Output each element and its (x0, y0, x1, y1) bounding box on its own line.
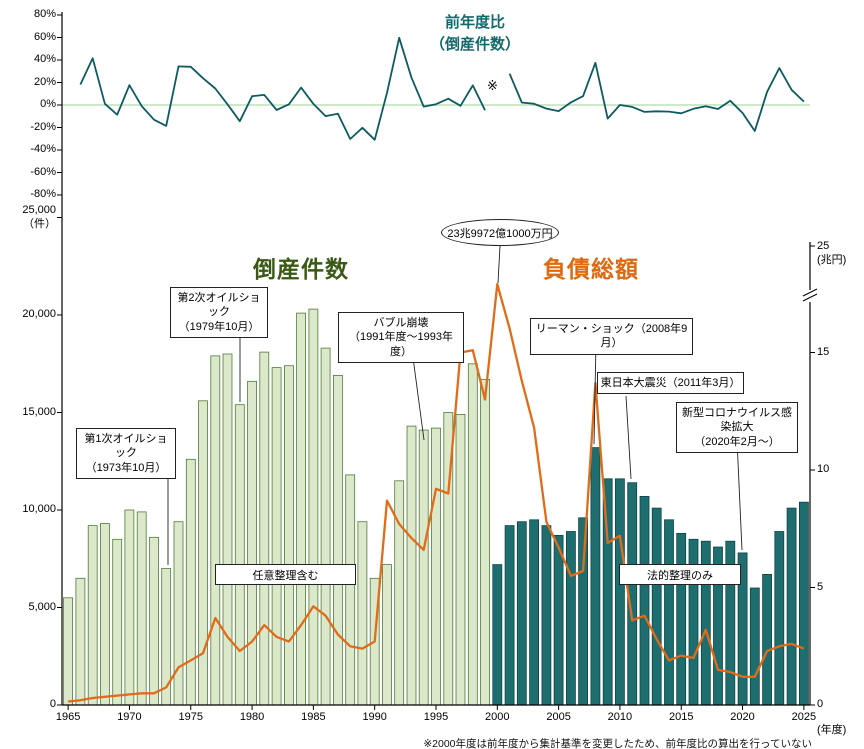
bankruptcy-count-bar-1993 (406, 425, 417, 706)
bankruptcy-count-bar-1968 (100, 523, 110, 706)
annotation-text: （1973年10月） (85, 461, 167, 474)
yoy-title-line2: （倒産件数） (429, 35, 520, 53)
bankruptcy-count-bar-1989 (357, 521, 368, 706)
segment-label-legal-only: 法的整理のみ (619, 564, 741, 585)
bankruptcy-count-bar-1979 (234, 404, 245, 706)
segment-label-voluntary-included: 任意整理含む (215, 564, 356, 585)
bankruptcy-count-bar-1984 (296, 312, 307, 706)
annotation-text: 新型コロナウイルス感染拡大 (682, 407, 792, 434)
bankruptcy-count-bar-2004 (541, 525, 552, 706)
bankruptcy-count-bar-2006 (566, 531, 576, 706)
bankruptcy-count-bar-1974 (173, 521, 184, 706)
bankruptcy-count-bar-1994 (418, 429, 429, 706)
annotation-leader-lehman (593, 341, 597, 445)
liabilities-line (67, 283, 805, 703)
bankruptcy-count-bar-1983 (283, 365, 294, 706)
annotation-text: 第1次オイルショック (84, 433, 168, 460)
yoy-line-segment (508, 61, 805, 132)
bankruptcy-count-bar-2014 (664, 519, 674, 706)
bankruptcy-count-bar-1997 (455, 413, 466, 706)
right-axis-unit-label: (兆円) (817, 253, 847, 266)
bankruptcy-count-bar-1971 (136, 511, 147, 706)
annotation-covid: 新型コロナウイルス感染拡大 （2020年2月～） (676, 402, 798, 453)
bankruptcy-count-bar-2010 (615, 478, 625, 706)
annotation-leader-record (497, 245, 501, 284)
annotation-earthquake-2011: 東日本大震災（2011年3月） (597, 372, 744, 395)
bankruptcy-count-bar-2013 (651, 507, 662, 706)
bankruptcy-count-bar-2005 (553, 535, 564, 706)
bankruptcy-count-bar-1977 (210, 355, 221, 706)
bankruptcy-count-bar-2024 (786, 507, 797, 706)
bankruptcy-count-bar-1992 (394, 480, 405, 706)
annotation-text: 東日本大震災（2011年3月） (600, 377, 741, 389)
annotation-text: バブル崩壊 (373, 317, 429, 329)
bankruptcy-count-bar-1976 (198, 400, 208, 706)
bankruptcy-count-bar-2008 (590, 447, 601, 706)
bankruptcy-count-bar-2023 (774, 531, 785, 706)
right-axis-unit-block: 25 (兆円) (817, 240, 846, 268)
bankruptcy-count-bar-1967 (87, 525, 98, 706)
bars-series-title: 倒産件数 (253, 256, 349, 282)
annotation-text: 23兆9972億1000万円 (447, 227, 553, 240)
annotation-oil-shock-2: 第2次オイルショック （1979年10月） (170, 287, 268, 338)
liabilities-series-title: 負債総額 (543, 256, 639, 282)
bankruptcy-count-bar-2025 (799, 501, 809, 706)
bankruptcy-count-bar-1969 (112, 538, 123, 706)
bankruptcy-count-bar-1988 (345, 474, 356, 706)
annotation-text: （1979年10月） (178, 320, 260, 333)
bankruptcy-count-bar-1966 (75, 577, 86, 706)
bankruptcy-count-bar-1987 (332, 374, 343, 706)
axis-break-mark (802, 293, 818, 302)
bankruptcy-count-bar-1985 (308, 308, 319, 706)
bankruptcy-count-bar-2003 (529, 519, 539, 706)
left-axis-max-label: 25,000 (22, 204, 56, 216)
right-axis-max-label: 25 (817, 240, 830, 252)
yoy-panel-title: 前年度比 （倒産件数） (400, 12, 550, 56)
annotation-text: （1991年度～1993年度） (349, 331, 453, 358)
bankruptcy-count-bar-1991 (382, 564, 392, 706)
yoy-line-segment (79, 36, 486, 141)
annotation-oil-shock-1: 第1次オイルショック （1973年10月） (76, 428, 176, 479)
bankruptcy-count-bar-2001 (504, 525, 515, 706)
bankruptcy-count-bar-1998 (467, 363, 478, 706)
bankruptcy-count-bar-2015 (676, 533, 687, 706)
annotation-record-liabilities: 23兆9972億1000万円 (441, 219, 559, 246)
footnote-text: ※2000年度は前年度から集計基準を変更したため、前年度比の算出を行っていない (423, 738, 812, 749)
annotation-text: リーマン・ショック（2008年9月） (535, 323, 688, 350)
bankruptcy-count-bar-1981 (259, 351, 270, 706)
bankruptcy-count-bar-2012 (639, 495, 650, 706)
annotation-leader-bubble (411, 349, 425, 441)
bankruptcy-count-bar-2007 (578, 517, 588, 706)
annotation-text: （2020年2月～） (694, 435, 780, 448)
annotation-bubble-collapse: バブル崩壊 （1991年度～1993年度） (338, 312, 464, 363)
annotation-leader-quake (625, 395, 632, 480)
annotation-lehman-shock: リーマン・ショック（2008年9月） (530, 318, 693, 355)
bankruptcy-count-bar-1973 (161, 568, 172, 706)
yoy-gap-marker: ※ (487, 78, 498, 93)
bankruptcy-count-bar-2002 (516, 521, 527, 706)
bankruptcy-count-bar-2021 (749, 587, 760, 706)
x-axis-unit-label: (年度) (817, 724, 847, 736)
bankruptcy-count-bar-1975 (185, 458, 196, 706)
bankruptcy-count-bar-1978 (222, 353, 233, 706)
bankruptcy-count-bar-1986 (320, 347, 331, 706)
bankruptcy-count-bar-2000 (492, 564, 503, 706)
left-axis-unit-label: （件） (23, 217, 56, 230)
bankruptcy-count-bar-1965 (63, 597, 73, 706)
bankruptcy-count-bar-1982 (271, 367, 282, 706)
bankruptcy-count-bar-2022 (762, 574, 772, 706)
axis-break-mark (802, 288, 818, 297)
left-axis-unit-block: 25,000 （件） (8, 204, 56, 232)
bankruptcy-count-bar-1995 (431, 427, 441, 706)
bankruptcy-count-bar-1970 (124, 509, 135, 706)
bankruptcy-count-bar-1972 (149, 536, 159, 706)
annotation-leader-covid (736, 439, 743, 551)
bankruptcy-count-bar-1980 (247, 380, 258, 706)
annotation-text: 第2次オイルショック (177, 292, 261, 319)
yoy-title-line1: 前年度比 (444, 14, 505, 31)
bankruptcy-count-bar-1999 (480, 378, 490, 706)
